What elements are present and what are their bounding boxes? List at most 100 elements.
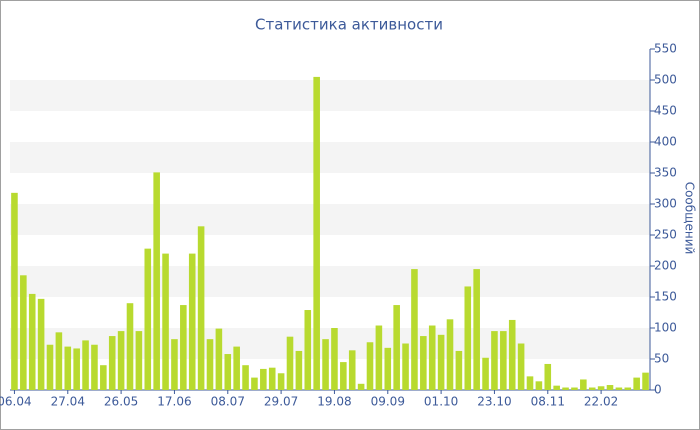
x-tick-label: 08.07 bbox=[211, 395, 245, 409]
bar bbox=[331, 328, 338, 390]
bar bbox=[233, 346, 240, 390]
bar bbox=[402, 343, 409, 390]
bar bbox=[437, 334, 445, 390]
x-tick-label: 26.05 bbox=[104, 395, 138, 409]
bar bbox=[482, 357, 489, 390]
bar bbox=[135, 331, 143, 390]
y-axis-label: Сообщений bbox=[683, 182, 697, 255]
bar bbox=[73, 348, 80, 390]
bar bbox=[55, 332, 63, 390]
bar bbox=[464, 286, 472, 390]
y-tick-label: 500 bbox=[654, 73, 677, 87]
bar bbox=[108, 336, 116, 390]
x-tick-label: 27.04 bbox=[51, 395, 85, 409]
bar bbox=[295, 350, 303, 390]
bar bbox=[571, 387, 578, 390]
bar bbox=[375, 325, 383, 390]
bar bbox=[197, 226, 205, 390]
bar bbox=[313, 76, 320, 391]
bar bbox=[340, 362, 347, 390]
bar bbox=[606, 385, 614, 390]
bar bbox=[446, 319, 454, 390]
bar bbox=[642, 372, 649, 390]
x-tick-label: 23.10 bbox=[477, 395, 511, 409]
grid-band bbox=[10, 80, 650, 111]
bar bbox=[633, 377, 640, 390]
bar bbox=[180, 305, 187, 390]
x-tick-label: 08.11 bbox=[531, 395, 565, 409]
bar bbox=[500, 331, 507, 390]
bar bbox=[224, 354, 232, 390]
x-tick-label: 17.06 bbox=[157, 395, 191, 409]
x-tick-label: 06.04 bbox=[0, 395, 32, 409]
y-tick-label: 400 bbox=[654, 135, 677, 149]
bar bbox=[304, 310, 312, 390]
y-tick-label: 300 bbox=[654, 197, 677, 211]
bar bbox=[46, 344, 54, 390]
bar bbox=[286, 336, 294, 390]
bar bbox=[588, 387, 596, 390]
bar bbox=[562, 387, 569, 390]
bar bbox=[11, 192, 18, 390]
bar bbox=[171, 339, 178, 390]
bar bbox=[615, 387, 623, 390]
chart-title: Статистика активности bbox=[255, 16, 443, 34]
y-tick-label: 350 bbox=[654, 166, 677, 180]
bar bbox=[91, 344, 98, 390]
bar bbox=[100, 365, 107, 390]
bar bbox=[215, 328, 223, 390]
grid-band bbox=[10, 204, 650, 235]
x-tick-label: 01.10 bbox=[424, 395, 458, 409]
bar bbox=[348, 350, 356, 390]
x-tick-label: 09.09 bbox=[371, 395, 405, 409]
bar bbox=[277, 373, 285, 390]
y-tick-label: 150 bbox=[654, 290, 677, 304]
y-tick-label: 100 bbox=[654, 321, 677, 335]
bar bbox=[357, 383, 365, 390]
bar bbox=[624, 387, 632, 390]
y-tick-label: 0 bbox=[654, 383, 662, 397]
bar bbox=[144, 248, 152, 390]
bar bbox=[64, 346, 72, 390]
bar bbox=[508, 319, 516, 390]
x-tick-label: 19.08 bbox=[317, 395, 351, 409]
y-tick-label: 450 bbox=[654, 104, 677, 118]
bar bbox=[82, 340, 89, 390]
bar bbox=[28, 293, 36, 390]
bar bbox=[544, 363, 552, 390]
bar bbox=[393, 305, 400, 390]
bar bbox=[162, 253, 169, 390]
bar bbox=[117, 331, 125, 390]
bar bbox=[268, 367, 276, 390]
y-tick-label: 200 bbox=[654, 259, 677, 273]
bar bbox=[384, 347, 392, 390]
bar bbox=[411, 269, 418, 390]
bar bbox=[535, 381, 543, 390]
bar bbox=[260, 368, 267, 390]
bar bbox=[206, 339, 214, 390]
bar bbox=[526, 376, 534, 390]
bar bbox=[251, 377, 258, 390]
bar bbox=[553, 385, 560, 390]
bar bbox=[491, 331, 498, 390]
bar bbox=[20, 275, 27, 390]
bar bbox=[473, 269, 480, 390]
bar bbox=[597, 386, 605, 390]
grid-band bbox=[10, 142, 650, 173]
grid-band bbox=[10, 266, 650, 297]
bar bbox=[242, 365, 249, 390]
bar bbox=[153, 172, 160, 390]
bar bbox=[517, 343, 525, 390]
bar bbox=[420, 336, 427, 390]
x-tick-label: 29.07 bbox=[264, 395, 298, 409]
bar bbox=[37, 298, 45, 390]
bar bbox=[455, 350, 463, 390]
bar bbox=[188, 253, 196, 390]
bar bbox=[580, 379, 587, 390]
y-tick-label: 250 bbox=[654, 228, 677, 242]
bar bbox=[322, 339, 329, 390]
grid-band bbox=[10, 328, 650, 359]
bar bbox=[366, 342, 374, 390]
x-tick-label: 22.02 bbox=[584, 395, 618, 409]
